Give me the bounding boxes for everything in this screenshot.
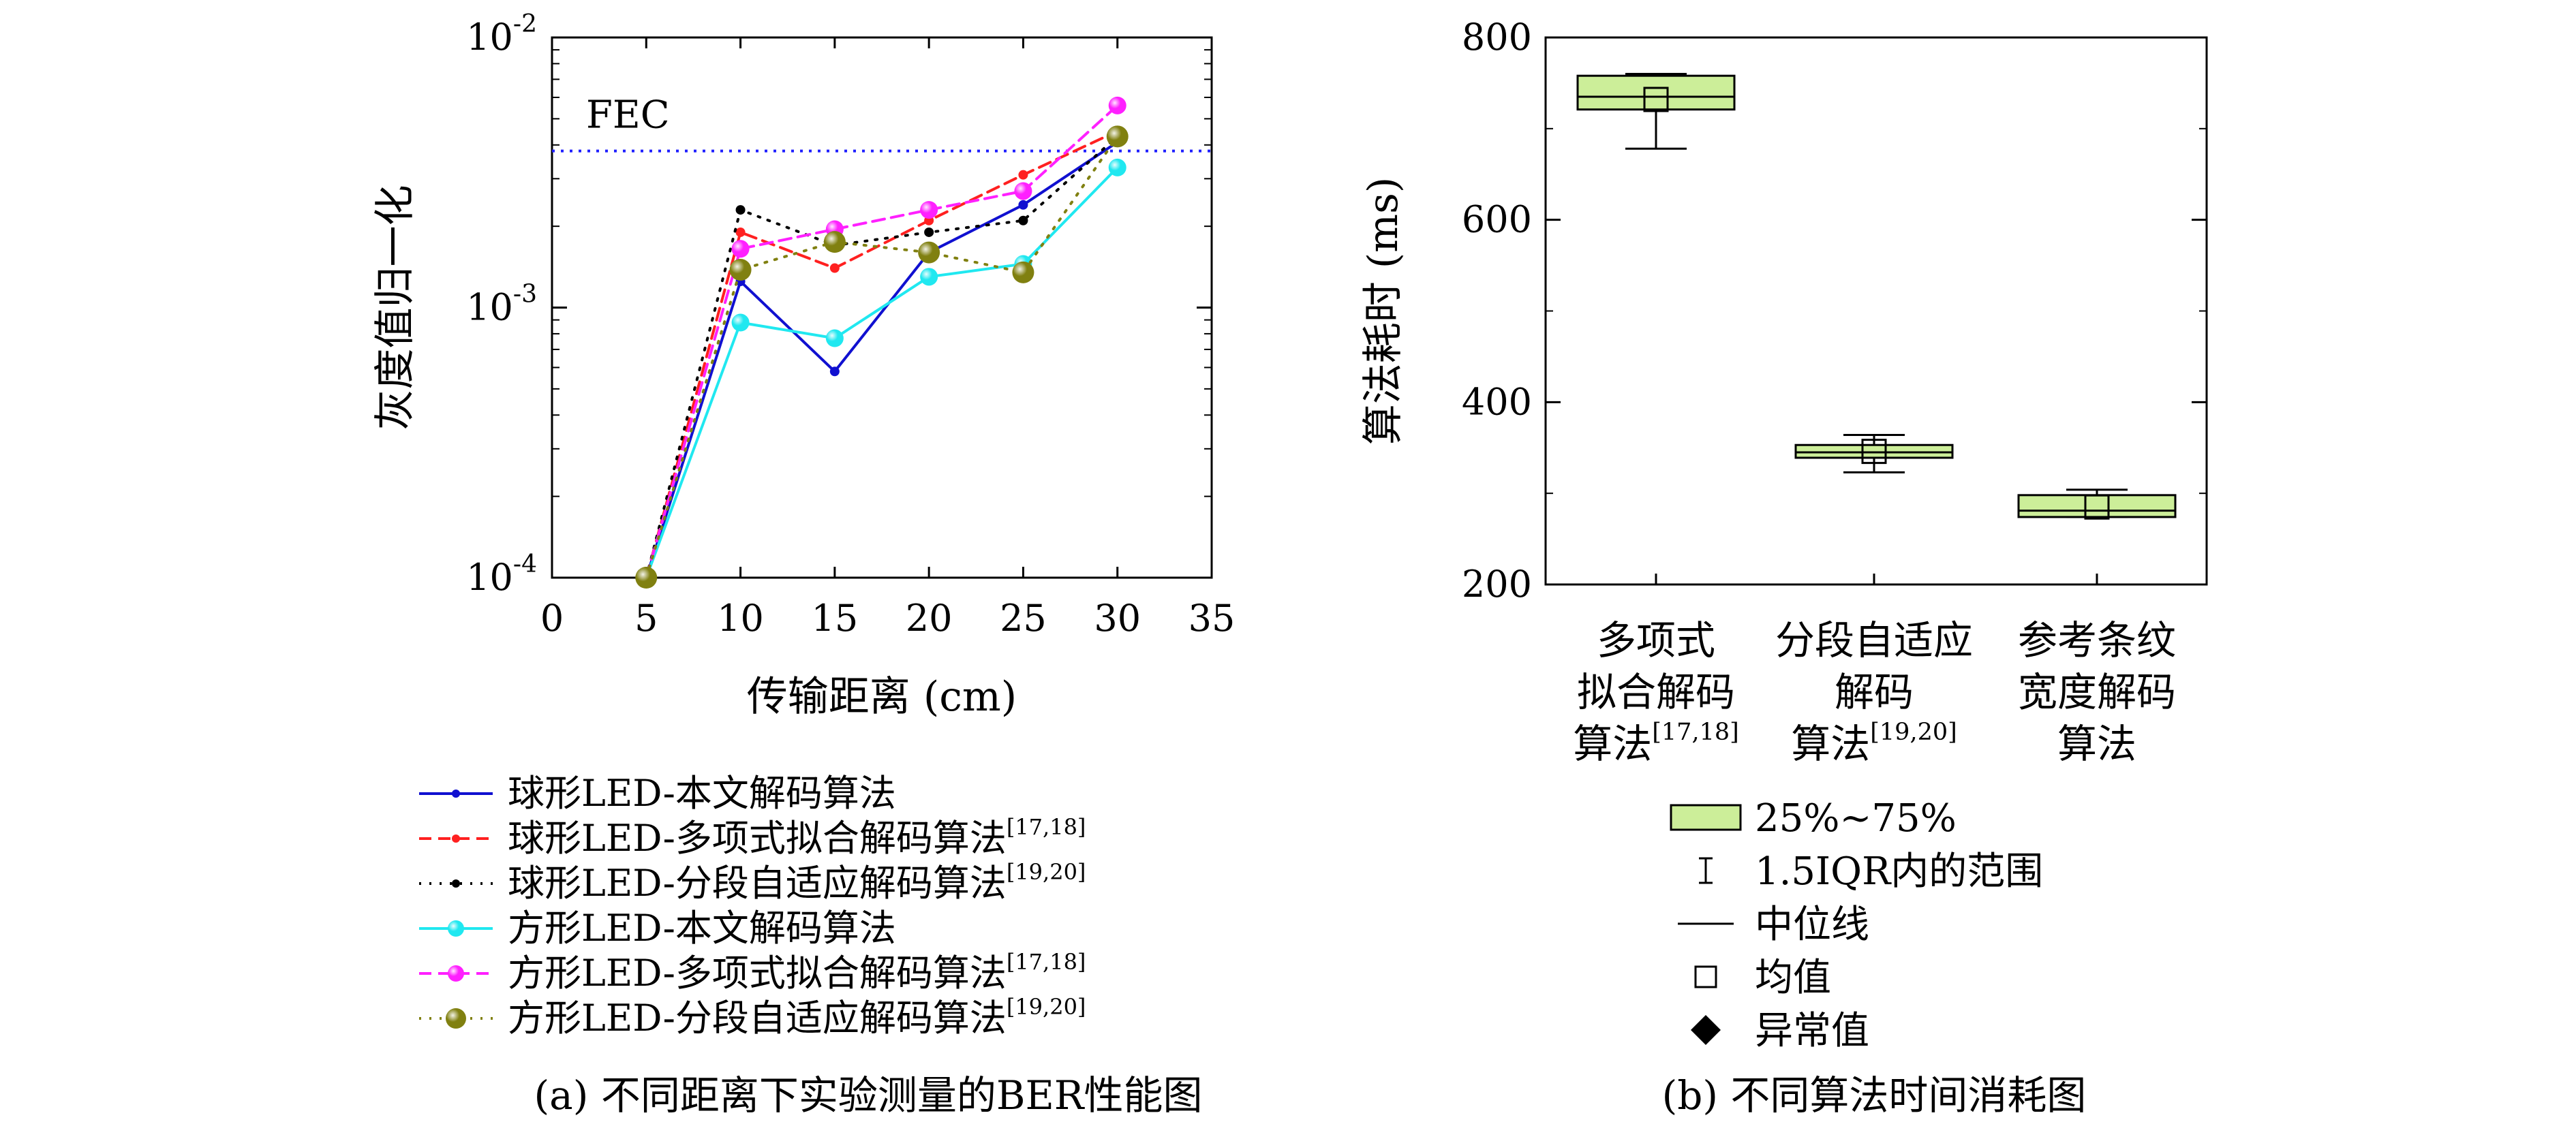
y-tick-label: 400	[1462, 380, 1532, 423]
series-line	[645, 129, 1119, 579]
data-point	[829, 263, 840, 273]
legend-marker	[452, 834, 460, 843]
data-point	[1018, 200, 1028, 210]
data-point	[735, 205, 746, 215]
legend-entry: 球形LED-本文解码算法	[508, 772, 896, 815]
series-5	[637, 96, 1126, 587]
category-label-line: 拟合解码	[1577, 669, 1735, 715]
legend-mean-key	[1694, 965, 1717, 988]
x-tick-label: 25	[1000, 597, 1047, 640]
legend-outlier-key	[1691, 1015, 1721, 1045]
data-point-highlight	[920, 268, 938, 286]
legend-entry: 方形LED-分段自适应解码算法[19,20]	[508, 994, 1086, 1040]
y-tick-label: 200	[1462, 563, 1532, 606]
data-point-highlight	[731, 240, 750, 258]
data-point-highlight	[1108, 96, 1126, 114]
legend-label: 25%~75%	[1755, 796, 1957, 841]
ber-chart: 0 5 10 15 20 25 30 35 10-4 10-3 10-2 传输距离 (cm) 灰度值归一…	[371, 10, 1235, 1119]
category-label-line: 算法	[2057, 721, 2136, 767]
x-tick-label: 10	[717, 597, 764, 640]
timing-boxplot: 200 400 600 800 算法耗时 (ms) 多项式拟合解码算法[17,18] 分段自…	[1360, 16, 2208, 1119]
caption-b: (b) 不同算法时间消耗图	[1662, 1072, 2087, 1119]
legend-entry: 方形LED-本文解码算法	[508, 907, 896, 950]
category-label-line: 算法[17,18]	[1573, 719, 1739, 767]
legend-marker-highlight	[446, 1008, 466, 1029]
data-point-highlight	[1014, 182, 1032, 200]
x-tick-label: 0	[540, 597, 564, 640]
x-tick-label: 35	[1189, 597, 1236, 640]
category-label-line: 宽度解码	[2018, 669, 2176, 715]
data-point-highlight	[731, 313, 750, 332]
legend-marker-highlight	[448, 920, 464, 937]
box-1	[1576, 73, 1736, 584]
data-point-highlight	[1012, 261, 1034, 283]
series-3	[641, 131, 1122, 582]
data-point	[924, 227, 934, 237]
mean-marker	[1643, 87, 1669, 112]
x-tick-label: 20	[906, 597, 953, 640]
legend-marker-highlight	[448, 965, 464, 982]
y-tick-label: 10-3	[466, 281, 537, 329]
x-axis-label: 传输距离 (cm)	[747, 673, 1017, 721]
x-tick-label: 5	[634, 597, 658, 640]
legend-entry: 球形LED-分段自适应解码算法[19,20]	[508, 859, 1086, 905]
mean-marker	[2084, 494, 2110, 520]
iqr-box	[2017, 494, 2177, 518]
legend-marker	[452, 879, 460, 888]
series-line	[645, 135, 1119, 579]
series-line	[645, 166, 1119, 579]
legend-marker	[452, 790, 460, 798]
category-label-line: 分段自适应	[1775, 617, 1973, 664]
y-tick-label: 10-2	[466, 10, 537, 59]
data-point-highlight	[635, 567, 658, 589]
category-label-line: 解码	[1835, 669, 1914, 715]
legend-entry: 方形LED-多项式拟合解码算法[17,18]	[508, 949, 1086, 995]
data-point-highlight	[825, 329, 844, 347]
data-point-highlight	[920, 201, 938, 219]
data-point	[735, 227, 746, 237]
y-tick-label: 800	[1462, 16, 1532, 59]
category-label-line: 多项式	[1597, 617, 1715, 664]
data-point-highlight	[1108, 158, 1126, 176]
legend-entry: 球形LED-多项式拟合解码算法[17,18]	[508, 814, 1086, 860]
series-2	[641, 126, 1122, 582]
data-point	[1018, 170, 1028, 180]
series-line	[645, 140, 1119, 579]
legend-label: 中位线	[1755, 903, 1869, 947]
series-4	[637, 158, 1126, 587]
fec-label: FEC	[586, 93, 670, 138]
legend-label: 1.5IQR内的范围	[1755, 849, 2043, 894]
data-point	[829, 366, 840, 377]
legend-label: 均值	[1755, 956, 1831, 1000]
mean-marker	[1861, 439, 1887, 465]
legend-label: 异常值	[1755, 1009, 1869, 1053]
legend-box-key	[1670, 804, 1742, 831]
series-6	[635, 125, 1129, 589]
box-3	[2017, 488, 2177, 584]
y-tick-label: 600	[1462, 198, 1532, 241]
data-point-highlight	[823, 231, 846, 253]
category-label-line: 算法[19,20]	[1791, 719, 1957, 767]
caption-a: (a) 不同距离下实验测量的BER性能图	[534, 1072, 1203, 1119]
x-tick-label: 15	[811, 597, 858, 640]
data-point-highlight	[1106, 125, 1129, 148]
y-axis-label: 算法耗时 (ms)	[1360, 177, 1407, 446]
y-tick-label: 10-4	[466, 550, 537, 599]
data-point-highlight	[729, 259, 752, 281]
series-line	[645, 135, 1119, 579]
y-axis-label: 灰度值归一化	[371, 185, 419, 431]
data-point	[1018, 215, 1028, 225]
category-label-line: 参考条纹	[2018, 617, 2176, 664]
series-1	[641, 137, 1122, 582]
box-2	[1794, 434, 1954, 584]
x-tick-label: 30	[1094, 597, 1141, 640]
series-line	[645, 104, 1119, 579]
data-point-highlight	[918, 241, 940, 264]
iqr-box	[1576, 74, 1736, 111]
